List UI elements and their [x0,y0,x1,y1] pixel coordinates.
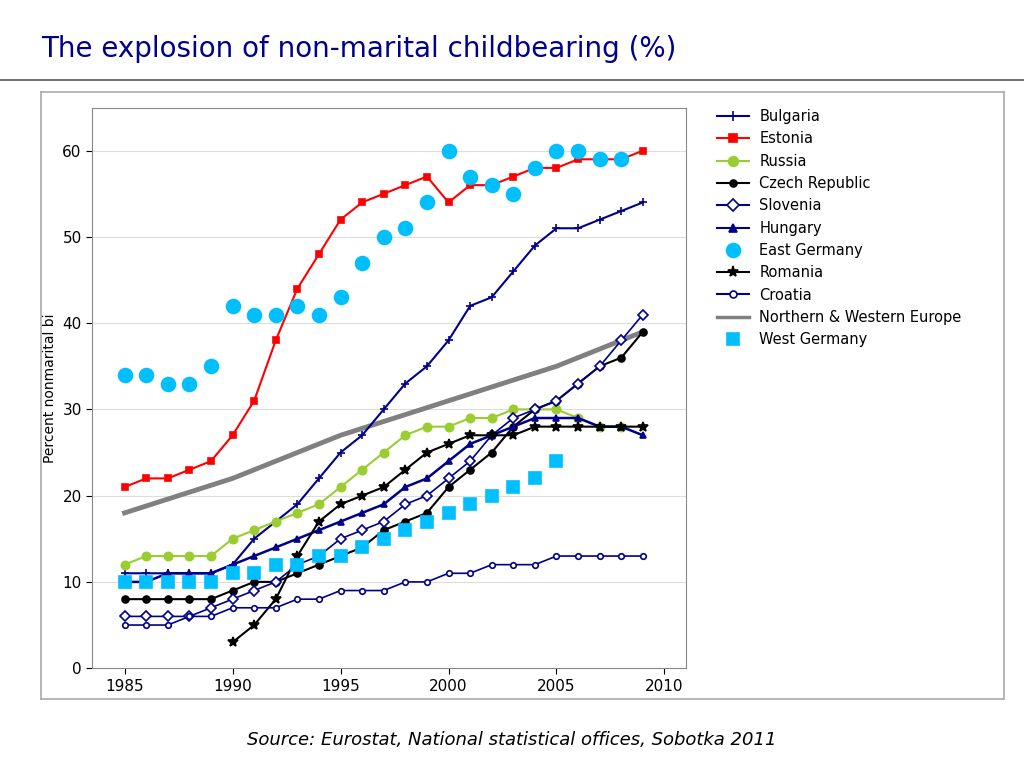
Y-axis label: Percent nonmarital bi: Percent nonmarital bi [43,313,56,462]
Text: The explosion of non-marital childbearing (%): The explosion of non-marital childbearin… [41,35,676,62]
Text: Source: Eurostat, National statistical offices, Sobotka 2011: Source: Eurostat, National statistical o… [247,731,777,749]
Legend: Bulgaria, Estonia, Russia, Czech Republic, Slovenia, Hungary, East Germany, Roma: Bulgaria, Estonia, Russia, Czech Republi… [717,109,962,347]
